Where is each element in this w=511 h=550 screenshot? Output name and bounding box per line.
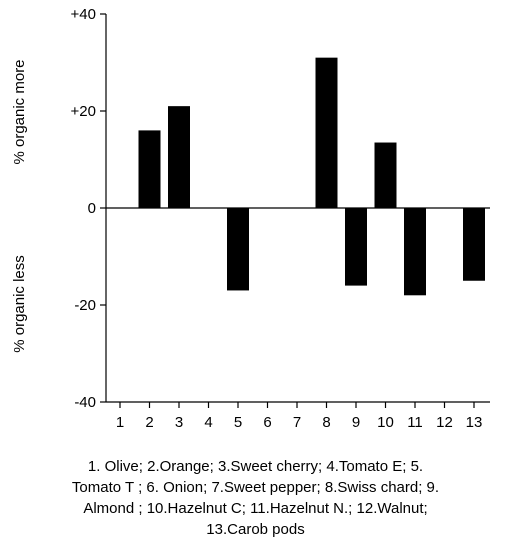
caption-line: 1. Olive; 2.Orange; 3.Sweet cherry; 4.To… <box>87 458 424 475</box>
bar <box>463 208 485 281</box>
bar <box>315 57 338 209</box>
x-tick-label: 2 <box>145 414 153 431</box>
x-tick-label: 6 <box>263 414 271 431</box>
x-tick-label: 7 <box>293 414 301 431</box>
y-tick-label: 0 <box>88 200 96 217</box>
bar <box>227 208 249 291</box>
x-tick-label: 11 <box>407 414 423 431</box>
bars <box>138 57 485 296</box>
x-tick-label: 12 <box>436 414 453 431</box>
x-tick-label: 8 <box>322 414 330 431</box>
bar-chart: +40+200-20-401 2 3 4 5 6 7 8 9 10 11 12 13 % organic… <box>11 6 490 431</box>
caption-line: Almond ; 10.Hazelnut C; 11.Hazelnut N.; … <box>83 500 428 517</box>
x-tick-label: 1 <box>116 414 124 431</box>
caption-line: 13.Carob pods <box>206 521 305 538</box>
bar <box>168 106 190 208</box>
y-tick-label: -40 <box>74 394 96 411</box>
bar <box>404 208 426 296</box>
x-tick-label: 10 <box>377 414 394 431</box>
x-tick-label: 13 <box>466 414 483 431</box>
bar <box>138 130 161 208</box>
bar <box>345 208 367 286</box>
axes <box>105 14 490 403</box>
ticks: +40+200-20-401 2 3 4 5 6 7 8 9 10 11 12 13 <box>71 6 483 431</box>
caption-line: Tomato T ; 6. Onion; 7.Sweet pepper; 8.S… <box>71 479 440 496</box>
x-tick-label: 3 <box>175 414 183 431</box>
y-tick-label: +40 <box>71 6 96 23</box>
y-axis-label-lower: % organic less <box>11 255 28 353</box>
bar <box>374 142 397 208</box>
category-legend-caption: 1. Olive; 2.Orange; 3.Sweet cherry; 4.To… <box>0 456 511 540</box>
x-tick-label: 5 <box>234 414 242 431</box>
y-tick-label: -20 <box>74 297 96 314</box>
x-tick-label: 4 <box>204 414 212 431</box>
y-tick-label: +20 <box>71 103 96 120</box>
y-axis-label-upper: % organic more <box>11 59 28 164</box>
x-tick-label: 9 <box>352 414 360 431</box>
